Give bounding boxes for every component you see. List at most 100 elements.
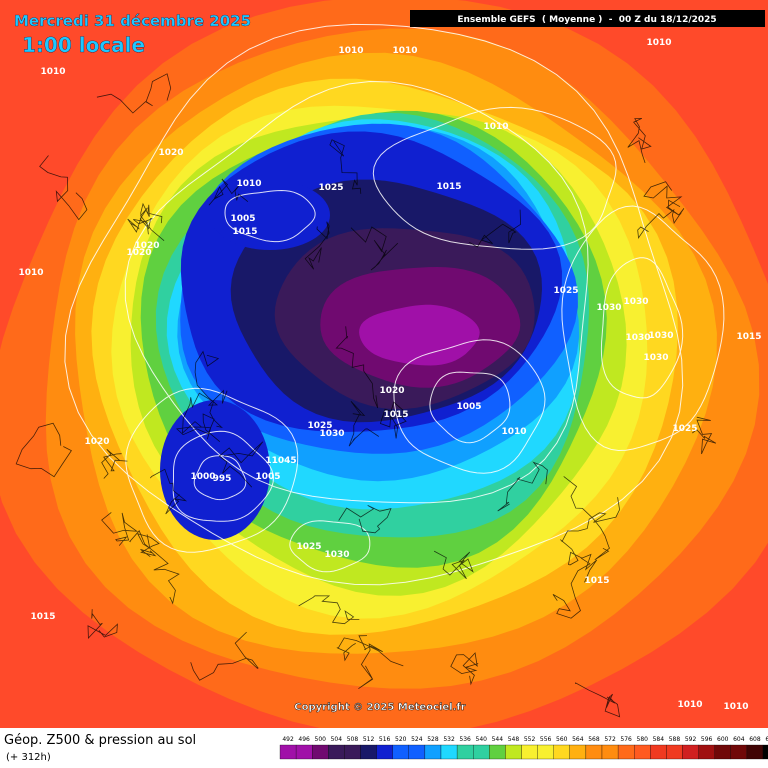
run-label: Ensemble GEFS ( Moyenne ) - 00 Z du 18/1…	[457, 15, 716, 25]
colorbar-cell	[295, 744, 313, 760]
colorbar-label: 504	[331, 736, 343, 743]
coastline	[433, 550, 474, 580]
isobar-label: 1010	[40, 67, 65, 77]
coastline	[575, 682, 621, 718]
colorbar-cell	[634, 744, 651, 760]
colorbar-label: 540	[476, 736, 488, 743]
footer-title: Géop. Z500 & pression au sol	[4, 733, 196, 748]
isobar-label: 1010	[646, 38, 671, 48]
colorbar-label: 528	[427, 736, 439, 743]
colorbar-label: 576	[620, 736, 632, 743]
colorbar-cell	[537, 744, 554, 760]
isobar-label: 1010	[392, 46, 417, 56]
coastline	[350, 226, 399, 271]
coastline	[208, 178, 249, 206]
colorbar-label: 560	[556, 736, 568, 743]
isobar-label: 1010	[236, 179, 261, 189]
coastline	[329, 139, 362, 194]
colorbar-cell	[521, 744, 538, 760]
colorbar-label: 500	[315, 736, 327, 743]
isobar-label: 1015	[584, 576, 609, 586]
colorbar-cell	[376, 744, 393, 760]
isobar	[224, 189, 316, 243]
colorbar-cell	[312, 744, 329, 760]
isobar	[193, 455, 247, 501]
coastline	[643, 181, 683, 216]
low-center	[210, 180, 330, 250]
colorbar-label: 608	[749, 736, 761, 743]
colorbar-cell	[489, 744, 506, 760]
isobar-label: 1015	[436, 182, 461, 192]
isobar-label: 1030	[324, 550, 349, 560]
isobar	[172, 430, 275, 522]
colorbar-cell	[666, 744, 683, 760]
coastline	[304, 221, 330, 270]
isobar	[561, 205, 725, 452]
isobar-label: 1010	[18, 268, 43, 278]
date-label: Mercredi 31 décembre 2025	[14, 12, 251, 30]
colorbar-cell	[714, 744, 731, 760]
isobar-label: 1010	[501, 427, 526, 437]
isobar-label: 1025	[296, 542, 321, 552]
coastline	[450, 652, 479, 686]
coastline	[468, 209, 522, 248]
coastline	[190, 631, 259, 681]
colorbar-cell	[456, 744, 474, 760]
coastline	[627, 118, 652, 164]
colorbar-label: 496	[298, 736, 310, 743]
colorbar-label: 572	[604, 736, 616, 743]
coastline	[379, 401, 407, 439]
colorbar-label: 508	[347, 736, 359, 743]
isobar-label: 1015	[30, 612, 55, 622]
coastline	[15, 422, 72, 478]
isobar	[372, 106, 617, 250]
isobar-label: 1010	[338, 46, 363, 56]
coastline	[127, 202, 163, 233]
colorbar-cell	[682, 744, 699, 760]
colorbar-cell	[553, 744, 570, 760]
isobar-label: 1010	[483, 122, 508, 132]
isobar	[124, 80, 589, 504]
coastline	[561, 497, 621, 543]
colorbar-cell	[328, 744, 345, 760]
isobar-label: 1005	[456, 402, 481, 412]
colorbar-label: 520	[395, 736, 407, 743]
colorbar-label: 544	[492, 736, 504, 743]
coastline	[176, 413, 221, 443]
colorbar-cell	[440, 744, 458, 760]
coastlines	[15, 73, 717, 718]
isobar-labels: 1010 1010 1010 1010 1020 1010 1010 1025 1015 1005…	[18, 38, 761, 712]
coastline	[348, 401, 380, 447]
colorbar-cell	[585, 744, 603, 760]
colorbar-label: 584	[653, 736, 665, 743]
colorbar-label: 552	[524, 736, 536, 743]
isobar	[600, 257, 684, 399]
colorbar-label: 564	[572, 736, 584, 743]
coastline	[563, 476, 611, 561]
coastline	[497, 461, 548, 512]
coastline	[552, 557, 591, 619]
colorbar: 492 496 500 504 508 512 516 520 524 528 532 536 540 5…	[279, 736, 768, 760]
colorbar-label: 548	[508, 736, 520, 743]
coastline	[149, 468, 188, 515]
colorbar-label: 600	[717, 736, 729, 743]
time-label: 1:00 locale	[22, 33, 145, 57]
isobar-label: 1025	[672, 424, 697, 434]
coastline	[218, 441, 264, 488]
coastline	[692, 416, 717, 455]
coastline	[39, 155, 88, 221]
isobar-label: 1020	[84, 437, 109, 447]
coastline	[182, 392, 224, 435]
isobar-label: 1020	[158, 148, 183, 158]
colorbar-label: 516	[379, 736, 391, 743]
footer-lead: (+ 312h)	[6, 752, 51, 763]
coastline	[101, 448, 128, 479]
copyright: Copyright © 2025 Meteociel.fr	[294, 702, 465, 713]
colorbar-label: 536	[459, 736, 471, 743]
isobar-label: 1025	[553, 286, 578, 296]
coastline	[298, 595, 360, 625]
coastline	[133, 207, 165, 242]
isobar-label: 1015	[383, 410, 408, 420]
isobar	[393, 339, 546, 474]
isobar-label: 995	[213, 474, 232, 484]
